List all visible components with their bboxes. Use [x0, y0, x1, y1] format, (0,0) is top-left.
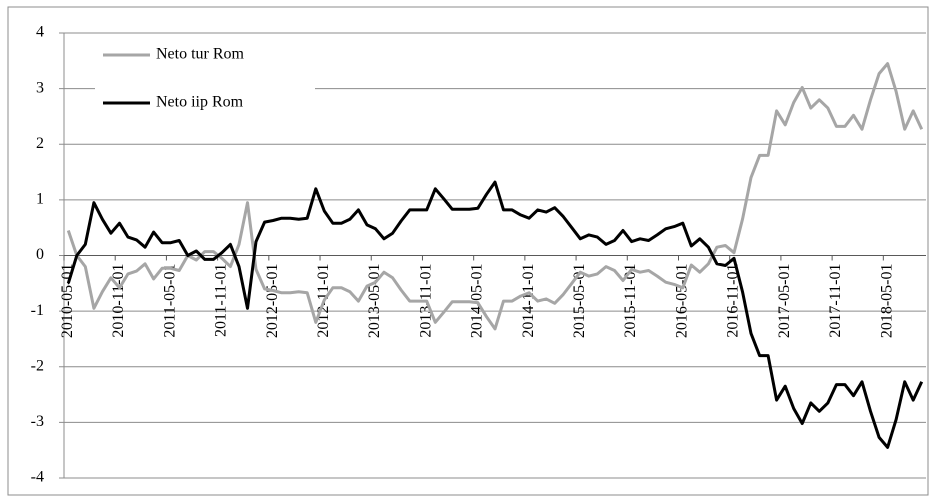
- x-tick-label: 2015-05-01: [571, 264, 588, 339]
- y-tick-label: 3: [36, 79, 44, 96]
- x-tick-label: 2012-05-01: [264, 264, 281, 339]
- y-tick-label: 1: [36, 191, 44, 208]
- y-tick-label: -1: [31, 302, 44, 319]
- x-tick-label: 2015-11-01: [622, 264, 639, 338]
- legend-label: Neto iip Rom: [156, 94, 244, 111]
- y-tick-label: -2: [31, 357, 44, 374]
- y-tick-label: 4: [36, 24, 44, 41]
- x-tick-label: 2011-05-01: [161, 264, 178, 338]
- y-tick-label: -3: [31, 413, 44, 430]
- y-tick-label: -4: [31, 469, 44, 486]
- line-series: [66, 180, 924, 449]
- legend-label: Neto tur Rom: [156, 46, 245, 63]
- x-tick-label: 2010-11-01: [110, 264, 127, 338]
- x-tick-label: 2014-11-01: [520, 264, 537, 338]
- x-tick-label: 2017-05-01: [776, 264, 793, 339]
- y-tick-label: 2: [36, 135, 44, 152]
- legend-box: [95, 38, 315, 123]
- x-tick-label: 2016-11-01: [725, 264, 742, 338]
- x-tick-label: 2011-11-01: [213, 264, 230, 337]
- x-tick-label: 2018-05-01: [878, 264, 895, 339]
- y-tick-label: 0: [36, 246, 44, 263]
- line-series: [66, 62, 924, 331]
- x-tick-label: 2013-05-01: [366, 264, 383, 339]
- x-tick-label: 2017-11-01: [827, 264, 844, 338]
- x-tick-label: 2010-05-01: [59, 264, 76, 339]
- x-tick-label: 2014-05-01: [469, 263, 486, 338]
